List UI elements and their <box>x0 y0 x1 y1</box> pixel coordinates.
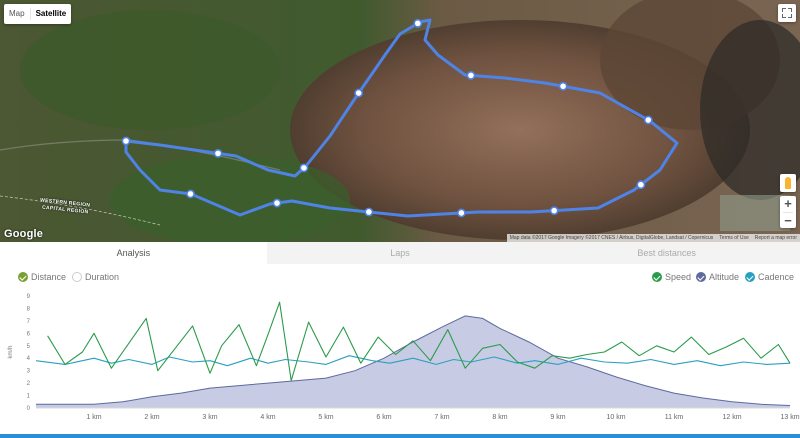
route-marker[interactable] <box>456 208 466 218</box>
toggle-speed-label: Speed <box>665 272 692 282</box>
empty-circle-icon <box>72 272 82 282</box>
map-data-credit: Map data ©2017 Google Imagery ©2017 CNES… <box>509 235 714 241</box>
tab-best-distances[interactable]: Best distances <box>533 242 800 264</box>
report-map-error-link[interactable]: Report a map error <box>754 235 797 241</box>
x-tick-label: 10 km <box>606 414 625 421</box>
altitude-area <box>36 315 790 408</box>
x-tick-label: 9 km <box>550 414 565 421</box>
x-tick-label: 4 km <box>260 414 275 421</box>
route-marker[interactable] <box>643 115 653 125</box>
y-tick-label: 3 <box>27 369 31 375</box>
route-marker[interactable] <box>272 198 282 208</box>
check-circle-icon <box>745 272 755 282</box>
route-marker[interactable] <box>213 148 223 158</box>
speed-line <box>47 301 791 382</box>
route-marker[interactable] <box>558 81 568 91</box>
x-tick-label: 12 km <box>722 414 741 421</box>
toggle-cadence[interactable]: Cadence <box>745 272 794 282</box>
x-tick-label: 1 km <box>86 414 101 421</box>
y-tick-label: 9 <box>27 294 31 300</box>
toggle-duration-label: Duration <box>85 272 120 282</box>
x-tick-label: 11 km <box>665 414 684 421</box>
y-tick-label: 5 <box>27 344 31 350</box>
route-line <box>124 18 679 218</box>
fullscreen-button[interactable] <box>778 4 796 22</box>
map-type-map[interactable]: Map <box>9 9 25 18</box>
x-tick-label: 2 km <box>144 414 159 421</box>
route-marker[interactable] <box>636 180 646 190</box>
y-tick-label: 8 <box>27 306 31 312</box>
route-marker[interactable] <box>364 207 374 217</box>
cadence-line <box>35 355 791 367</box>
tab-analysis[interactable]: Analysis <box>0 242 267 264</box>
route-marker[interactable] <box>121 136 131 146</box>
toggle-duration[interactable]: Duration <box>72 272 119 282</box>
map-type-separator <box>29 8 31 20</box>
tab-laps[interactable]: Laps <box>266 242 534 264</box>
y-axis-label: km/h <box>8 345 14 358</box>
analysis-panel: Distance Duration Speed Altitude Cadence… <box>0 264 800 434</box>
x-tick-label: 13 km <box>780 414 799 421</box>
route-map[interactable]: Map Satellite WESTERN REGION CAPITAL REG… <box>0 0 800 242</box>
check-circle-icon <box>18 272 28 282</box>
route-marker[interactable] <box>299 163 309 173</box>
map-type-control: Map Satellite <box>4 4 72 24</box>
toggle-altitude[interactable]: Altitude <box>696 272 739 282</box>
terms-of-use-link[interactable]: Terms of Use <box>719 235 749 241</box>
zoom-out-button[interactable]: − <box>784 213 792 228</box>
y-tick-label: 0 <box>27 406 31 412</box>
y-tick-label: 7 <box>27 319 31 325</box>
x-tick-label: 7 km <box>434 414 449 421</box>
map-attribution: Map data ©2017 Google Imagery ©2017 CNES… <box>506 234 800 242</box>
y-tick-label: 6 <box>27 331 31 337</box>
map-type-satellite[interactable]: Satellite <box>35 9 67 18</box>
x-tick-label: 8 km <box>492 414 507 421</box>
toggle-distance-label: Distance <box>31 272 67 282</box>
zoom-separator <box>783 212 793 213</box>
toggle-cadence-label: Cadence <box>758 272 795 282</box>
pegman-icon <box>785 177 791 189</box>
toggle-distance[interactable]: Distance <box>18 272 66 282</box>
bottom-accent-bar <box>0 434 800 438</box>
tab-bar: Analysis Laps Best distances <box>0 242 800 264</box>
altitude-line <box>36 315 791 406</box>
y-tick-label: 1 <box>27 394 31 400</box>
satellite-imagery <box>0 0 800 242</box>
x-tick-label: 3 km <box>202 414 217 421</box>
route-marker[interactable] <box>413 18 423 28</box>
zoom-in-button[interactable]: + <box>784 196 792 211</box>
y-tick-label: 4 <box>27 356 31 362</box>
toggle-altitude-label: Altitude <box>709 272 740 282</box>
route-marker[interactable] <box>354 88 364 98</box>
analysis-chart[interactable]: km/h 0 1 2 3 4 5 6 7 8 9 1 km 2 km 3 km 4 km 5 km 6 km 7 … <box>0 288 800 434</box>
fullscreen-icon <box>782 8 786 12</box>
x-tick-label: 6 km <box>376 414 391 421</box>
toggle-speed[interactable]: Speed <box>652 272 691 282</box>
street-view-button[interactable] <box>780 174 796 192</box>
route-marker[interactable] <box>466 71 476 80</box>
x-tick-label: 5 km <box>318 414 333 421</box>
y-tick-label: 2 <box>27 381 31 387</box>
check-circle-icon <box>696 272 706 282</box>
route-marker[interactable] <box>186 189 195 199</box>
route-markers <box>121 18 653 218</box>
zoom-control: + − <box>780 196 796 228</box>
route-marker[interactable] <box>549 206 559 216</box>
check-circle-icon <box>652 272 662 282</box>
google-logo: Google <box>4 228 44 240</box>
